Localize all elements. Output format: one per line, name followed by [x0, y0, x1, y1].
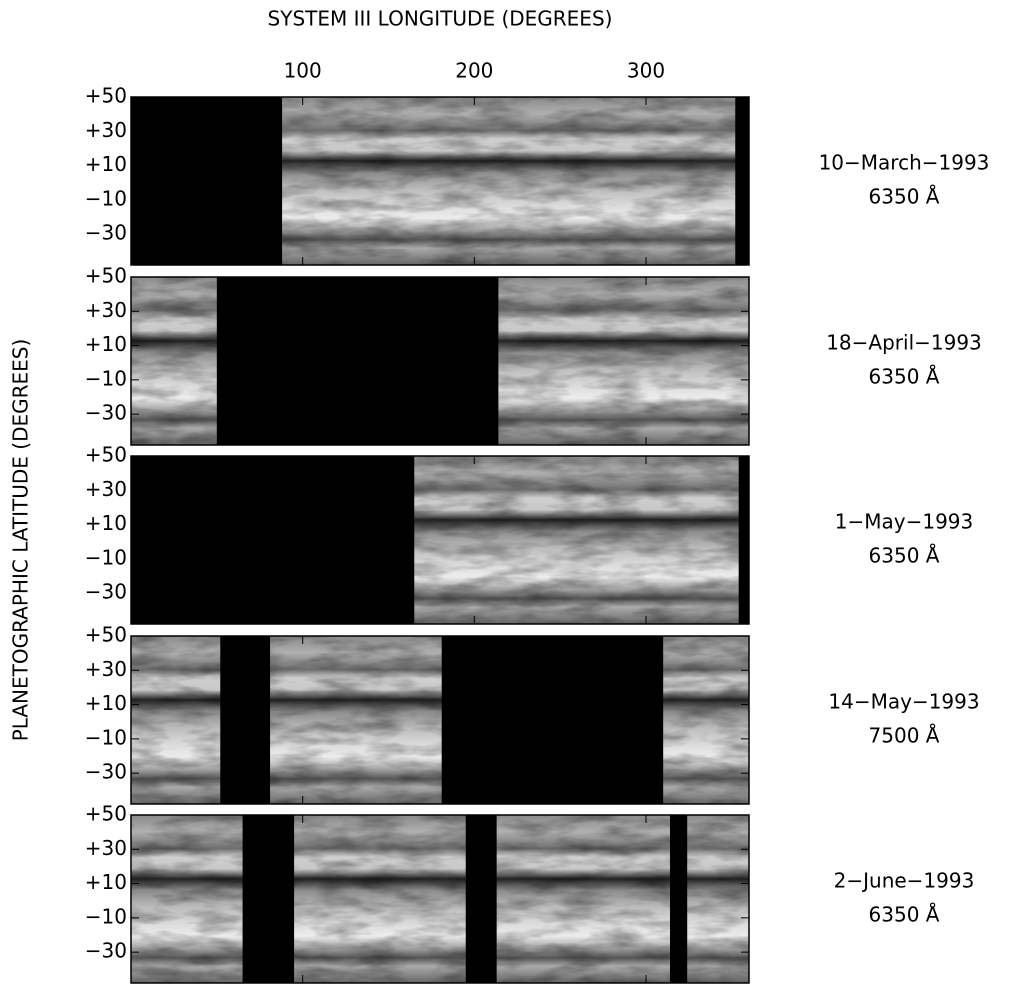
y-tick-label: +30 [85, 836, 127, 860]
y-tick-label: −10 [85, 366, 127, 390]
no-data-region [735, 97, 749, 265]
panel-date: 14−May−1993 [828, 690, 979, 714]
y-tick-label: +30 [85, 298, 127, 322]
y-tick-label: +10 [85, 870, 127, 894]
y-tick-label: +30 [85, 118, 127, 142]
y-tick-label: +30 [85, 657, 127, 681]
panel-wavelength: 6350 Å [869, 903, 940, 927]
panel-wavelength: 6350 Å [869, 365, 940, 389]
panel-wavelength: 6350 Å [869, 185, 940, 209]
x-tick-label: 300 [627, 59, 665, 83]
no-data-region [242, 815, 295, 983]
y-tick-label: +50 [85, 623, 127, 647]
y-tick-label: +10 [85, 332, 127, 356]
panel-date: 2−June−1993 [834, 869, 975, 893]
y-tick-label: −30 [85, 939, 127, 963]
x-axis-title: SYSTEM III LONGITUDE (DEGREES) [268, 7, 613, 31]
no-data-region [738, 456, 749, 624]
y-tick-label: +10 [85, 511, 127, 535]
y-tick-label: +50 [85, 802, 127, 826]
panel-frame [130, 96, 750, 266]
map-panel [130, 276, 750, 446]
no-data-region [220, 636, 271, 804]
no-data-region [216, 277, 499, 445]
y-tick-label: −30 [85, 580, 127, 604]
panel-frame [130, 276, 750, 446]
y-tick-label: −10 [85, 725, 127, 749]
y-tick-label: +10 [85, 691, 127, 715]
x-tick-label: 100 [284, 59, 322, 83]
y-tick-label: +10 [85, 152, 127, 176]
no-data-region [670, 815, 688, 983]
panel-wavelength: 6350 Å [869, 544, 940, 568]
x-tick-label: 200 [455, 59, 493, 83]
panel-wavelength: 7500 Å [869, 724, 940, 748]
panel-frame [130, 455, 750, 625]
y-tick-label: −30 [85, 401, 127, 425]
panel-date: 1−May−1993 [835, 510, 974, 534]
panel-date: 18−April−1993 [826, 331, 982, 355]
panel-frame [130, 635, 750, 805]
panel-frame [130, 814, 750, 984]
map-panel [130, 455, 750, 625]
y-tick-label: +50 [85, 84, 127, 108]
y-tick-label: −10 [85, 186, 127, 210]
panel-date: 10−March−1993 [819, 151, 990, 175]
no-data-region [465, 815, 497, 983]
no-data-region [441, 636, 664, 804]
no-data-region [131, 456, 415, 624]
y-tick-label: +50 [85, 443, 127, 467]
y-tick-label: +50 [85, 264, 127, 288]
y-tick-label: −30 [85, 760, 127, 784]
y-tick-label: +30 [85, 477, 127, 501]
y-tick-label: −10 [85, 904, 127, 928]
no-data-region [131, 97, 283, 265]
y-axis-title: PLANETOGRAPHIC LATITUDE (DEGREES) [9, 339, 33, 742]
y-tick-label: −10 [85, 545, 127, 569]
y-tick-label: −30 [85, 221, 127, 245]
map-texture [131, 815, 749, 983]
map-panel [130, 635, 750, 805]
map-panel [130, 814, 750, 984]
map-panel [130, 96, 750, 266]
